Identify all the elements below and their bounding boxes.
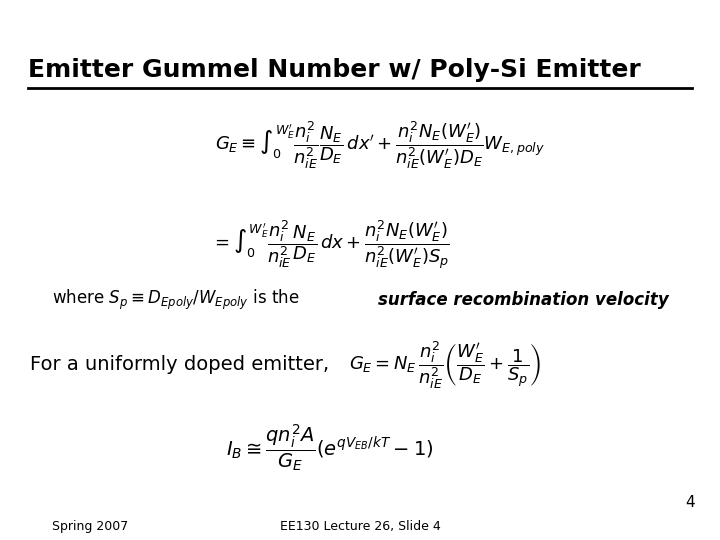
Text: $G_E \equiv \int_0^{W_E^{\prime}} \dfrac{n_i^{2}}{n_{iE}^{2}} \dfrac{N_E}{D_E}\,: $G_E \equiv \int_0^{W_E^{\prime}} \dfrac… xyxy=(215,119,545,171)
Text: Spring 2007: Spring 2007 xyxy=(52,520,128,533)
Text: 4: 4 xyxy=(685,495,695,510)
Text: where $S_p \equiv D_{Epoly}/W_{Epoly}$ is the: where $S_p \equiv D_{Epoly}/W_{Epoly}$ i… xyxy=(52,288,300,312)
Text: surface recombination velocity: surface recombination velocity xyxy=(378,291,669,309)
Text: For a uniformly doped emitter,: For a uniformly doped emitter, xyxy=(30,355,329,375)
Text: $G_E = N_E\, \dfrac{n_i^{2}}{n_{iE}^{2}} \left(\dfrac{W_E^{\prime}}{D_E} + \dfra: $G_E = N_E\, \dfrac{n_i^{2}}{n_{iE}^{2}}… xyxy=(349,339,541,391)
Text: Emitter Gummel Number w/ Poly-Si Emitter: Emitter Gummel Number w/ Poly-Si Emitter xyxy=(28,58,641,82)
Text: EE130 Lecture 26, Slide 4: EE130 Lecture 26, Slide 4 xyxy=(279,520,441,533)
Text: $I_B \cong \dfrac{q n_i^{2} A}{G_E} \left(e^{qV_{EB}/kT} - 1\right)$: $I_B \cong \dfrac{q n_i^{2} A}{G_E} \lef… xyxy=(226,423,433,474)
Text: $= \int_0^{W_E^{\prime}} \dfrac{n_i^{2}}{n_{iE}^{2}} \dfrac{N_E}{D_E}\, dx + \df: $= \int_0^{W_E^{\prime}} \dfrac{n_i^{2}}… xyxy=(210,218,449,272)
